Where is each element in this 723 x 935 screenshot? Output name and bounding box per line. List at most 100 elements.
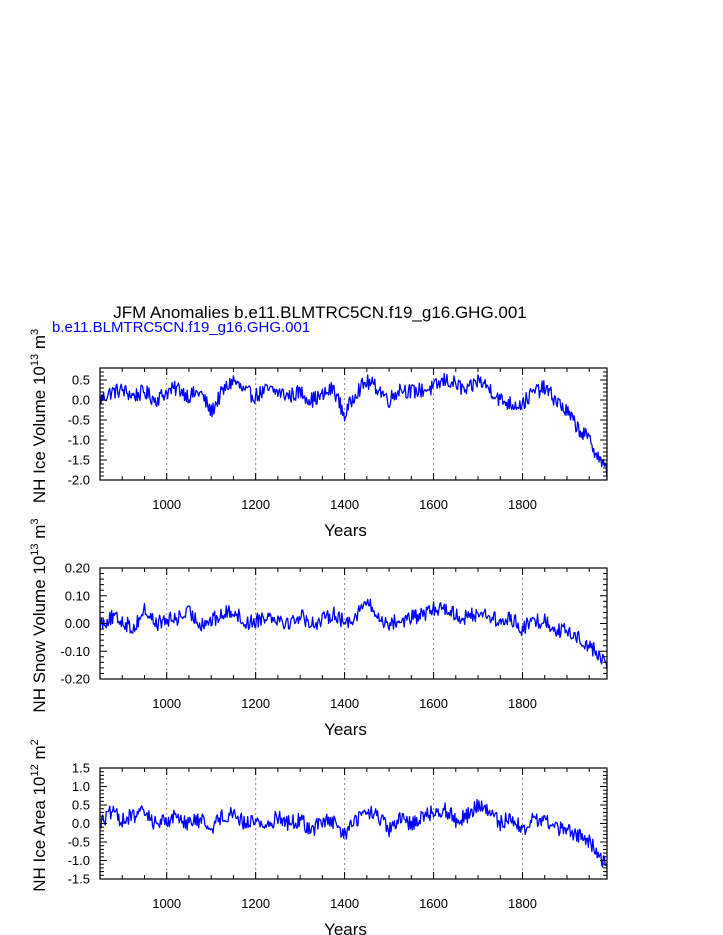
data-point — [233, 812, 235, 814]
data-point — [522, 830, 524, 832]
data-point — [466, 815, 468, 817]
data-point — [333, 387, 335, 389]
data-point — [399, 620, 401, 622]
data-point — [199, 391, 201, 393]
data-point — [255, 395, 257, 397]
data-point — [522, 403, 524, 405]
data-point — [155, 399, 157, 401]
data-point — [133, 395, 135, 397]
data-point — [121, 389, 123, 391]
y-axis-label-unit-exponent: 2 — [29, 739, 41, 745]
y-tick-label: 0.00 — [65, 616, 90, 631]
panel-snow-volume: 1000 1200 1400 1600 1800 0.20 0.10 0.00 -0.10 -0.… — [29, 518, 608, 739]
x-tick-label: 1400 — [330, 896, 359, 911]
panel-ice-area: 1000 1200 1400 1600 1800 1.5 1.0 0.5 0.0 -0.5 -1.0… — [29, 739, 608, 935]
y-axis-label-unit: m — [30, 525, 49, 544]
data-point — [555, 826, 557, 828]
data-point — [466, 391, 468, 393]
data-point — [588, 841, 590, 843]
data-point — [511, 403, 513, 405]
data-point — [499, 623, 501, 625]
data-point — [488, 387, 490, 389]
data-point — [411, 823, 413, 825]
data-point — [310, 399, 312, 401]
data-point — [333, 612, 335, 614]
data-point — [277, 815, 279, 817]
data-point — [377, 815, 379, 817]
data-point — [277, 391, 279, 393]
x-tick-label: 1800 — [508, 696, 537, 711]
data-point — [455, 819, 457, 821]
y-axis-label-exponent: 13 — [29, 543, 41, 555]
data-point — [299, 614, 301, 616]
x-tick-label: 1000 — [152, 696, 181, 711]
x-tick-label: 1800 — [508, 497, 537, 512]
data-point — [166, 620, 168, 622]
x-tick-label: 1000 — [152, 497, 181, 512]
y-tick-label: 0.20 — [65, 561, 90, 576]
data-point — [466, 617, 468, 619]
data-point — [133, 815, 135, 817]
data-point — [177, 387, 179, 389]
panel-ice-volume: 1000 1200 1400 1600 1800 0.5 0.0 -0.5 -1.0 -1.5 -2… — [29, 329, 608, 540]
y-tick-label: -0.10 — [60, 644, 90, 659]
data-point — [577, 834, 579, 836]
data-point — [355, 614, 357, 616]
x-tick-label: 1400 — [330, 497, 359, 512]
y-axis-label-text: NH Snow Volume 10 — [30, 556, 49, 713]
data-point — [444, 808, 446, 810]
x-tick-label: 1600 — [419, 696, 448, 711]
data-point — [244, 391, 246, 393]
data-point — [210, 411, 212, 413]
x-tick-label: 1600 — [419, 896, 448, 911]
y-tick-label: -1.0 — [68, 433, 90, 448]
data-point — [577, 427, 579, 429]
data-point — [411, 391, 413, 393]
data-point — [155, 823, 157, 825]
data-point — [600, 856, 602, 858]
y-tick-label: -1.0 — [68, 853, 90, 868]
data-point — [600, 656, 602, 658]
y-tick-label: -0.20 — [60, 672, 90, 687]
data-point — [322, 620, 324, 622]
chart-title: JFM Anomalies b.e11.BLMTRC5CN.f19_g16.GH… — [113, 303, 527, 322]
x-tick-label: 1200 — [241, 696, 270, 711]
data-point — [422, 614, 424, 616]
data-point — [488, 812, 490, 814]
data-point — [444, 606, 446, 608]
data-point — [499, 823, 501, 825]
data-point — [422, 815, 424, 817]
data-point — [299, 391, 301, 393]
data-point — [177, 617, 179, 619]
data-point — [322, 819, 324, 821]
data-point — [310, 830, 312, 832]
x-axis-label: Years — [324, 720, 367, 739]
y-axis-label-unit: m — [30, 335, 49, 354]
data-point — [477, 379, 479, 381]
case-label: b.e11.BLMTRC5CN.f19_g16.GHG.001 — [52, 319, 311, 336]
data-point — [355, 819, 357, 821]
y-tick-label: -2.0 — [68, 473, 90, 488]
data-point — [222, 614, 224, 616]
data-point — [588, 439, 590, 441]
y-tick-label: 0.10 — [65, 588, 90, 603]
y-axis-label-unit-exponent: 3 — [29, 329, 41, 335]
data-point — [299, 819, 301, 821]
data-point — [344, 834, 346, 836]
y-axis-label-exponent: 13 — [29, 354, 41, 366]
data-point — [144, 391, 146, 393]
plot-frame — [99, 367, 608, 481]
x-tick-label: 1000 — [152, 896, 181, 911]
data-point — [588, 645, 590, 647]
data-point — [233, 379, 235, 381]
x-tick-label: 1800 — [508, 896, 537, 911]
data-point — [566, 411, 568, 413]
data-point — [566, 830, 568, 832]
series-line-ice-area — [99, 798, 608, 868]
data-point — [322, 395, 324, 397]
y-axis-label-unit: m — [30, 745, 49, 764]
data-point — [544, 620, 546, 622]
data-point — [555, 628, 557, 630]
data-point — [488, 614, 490, 616]
data-point — [188, 395, 190, 397]
